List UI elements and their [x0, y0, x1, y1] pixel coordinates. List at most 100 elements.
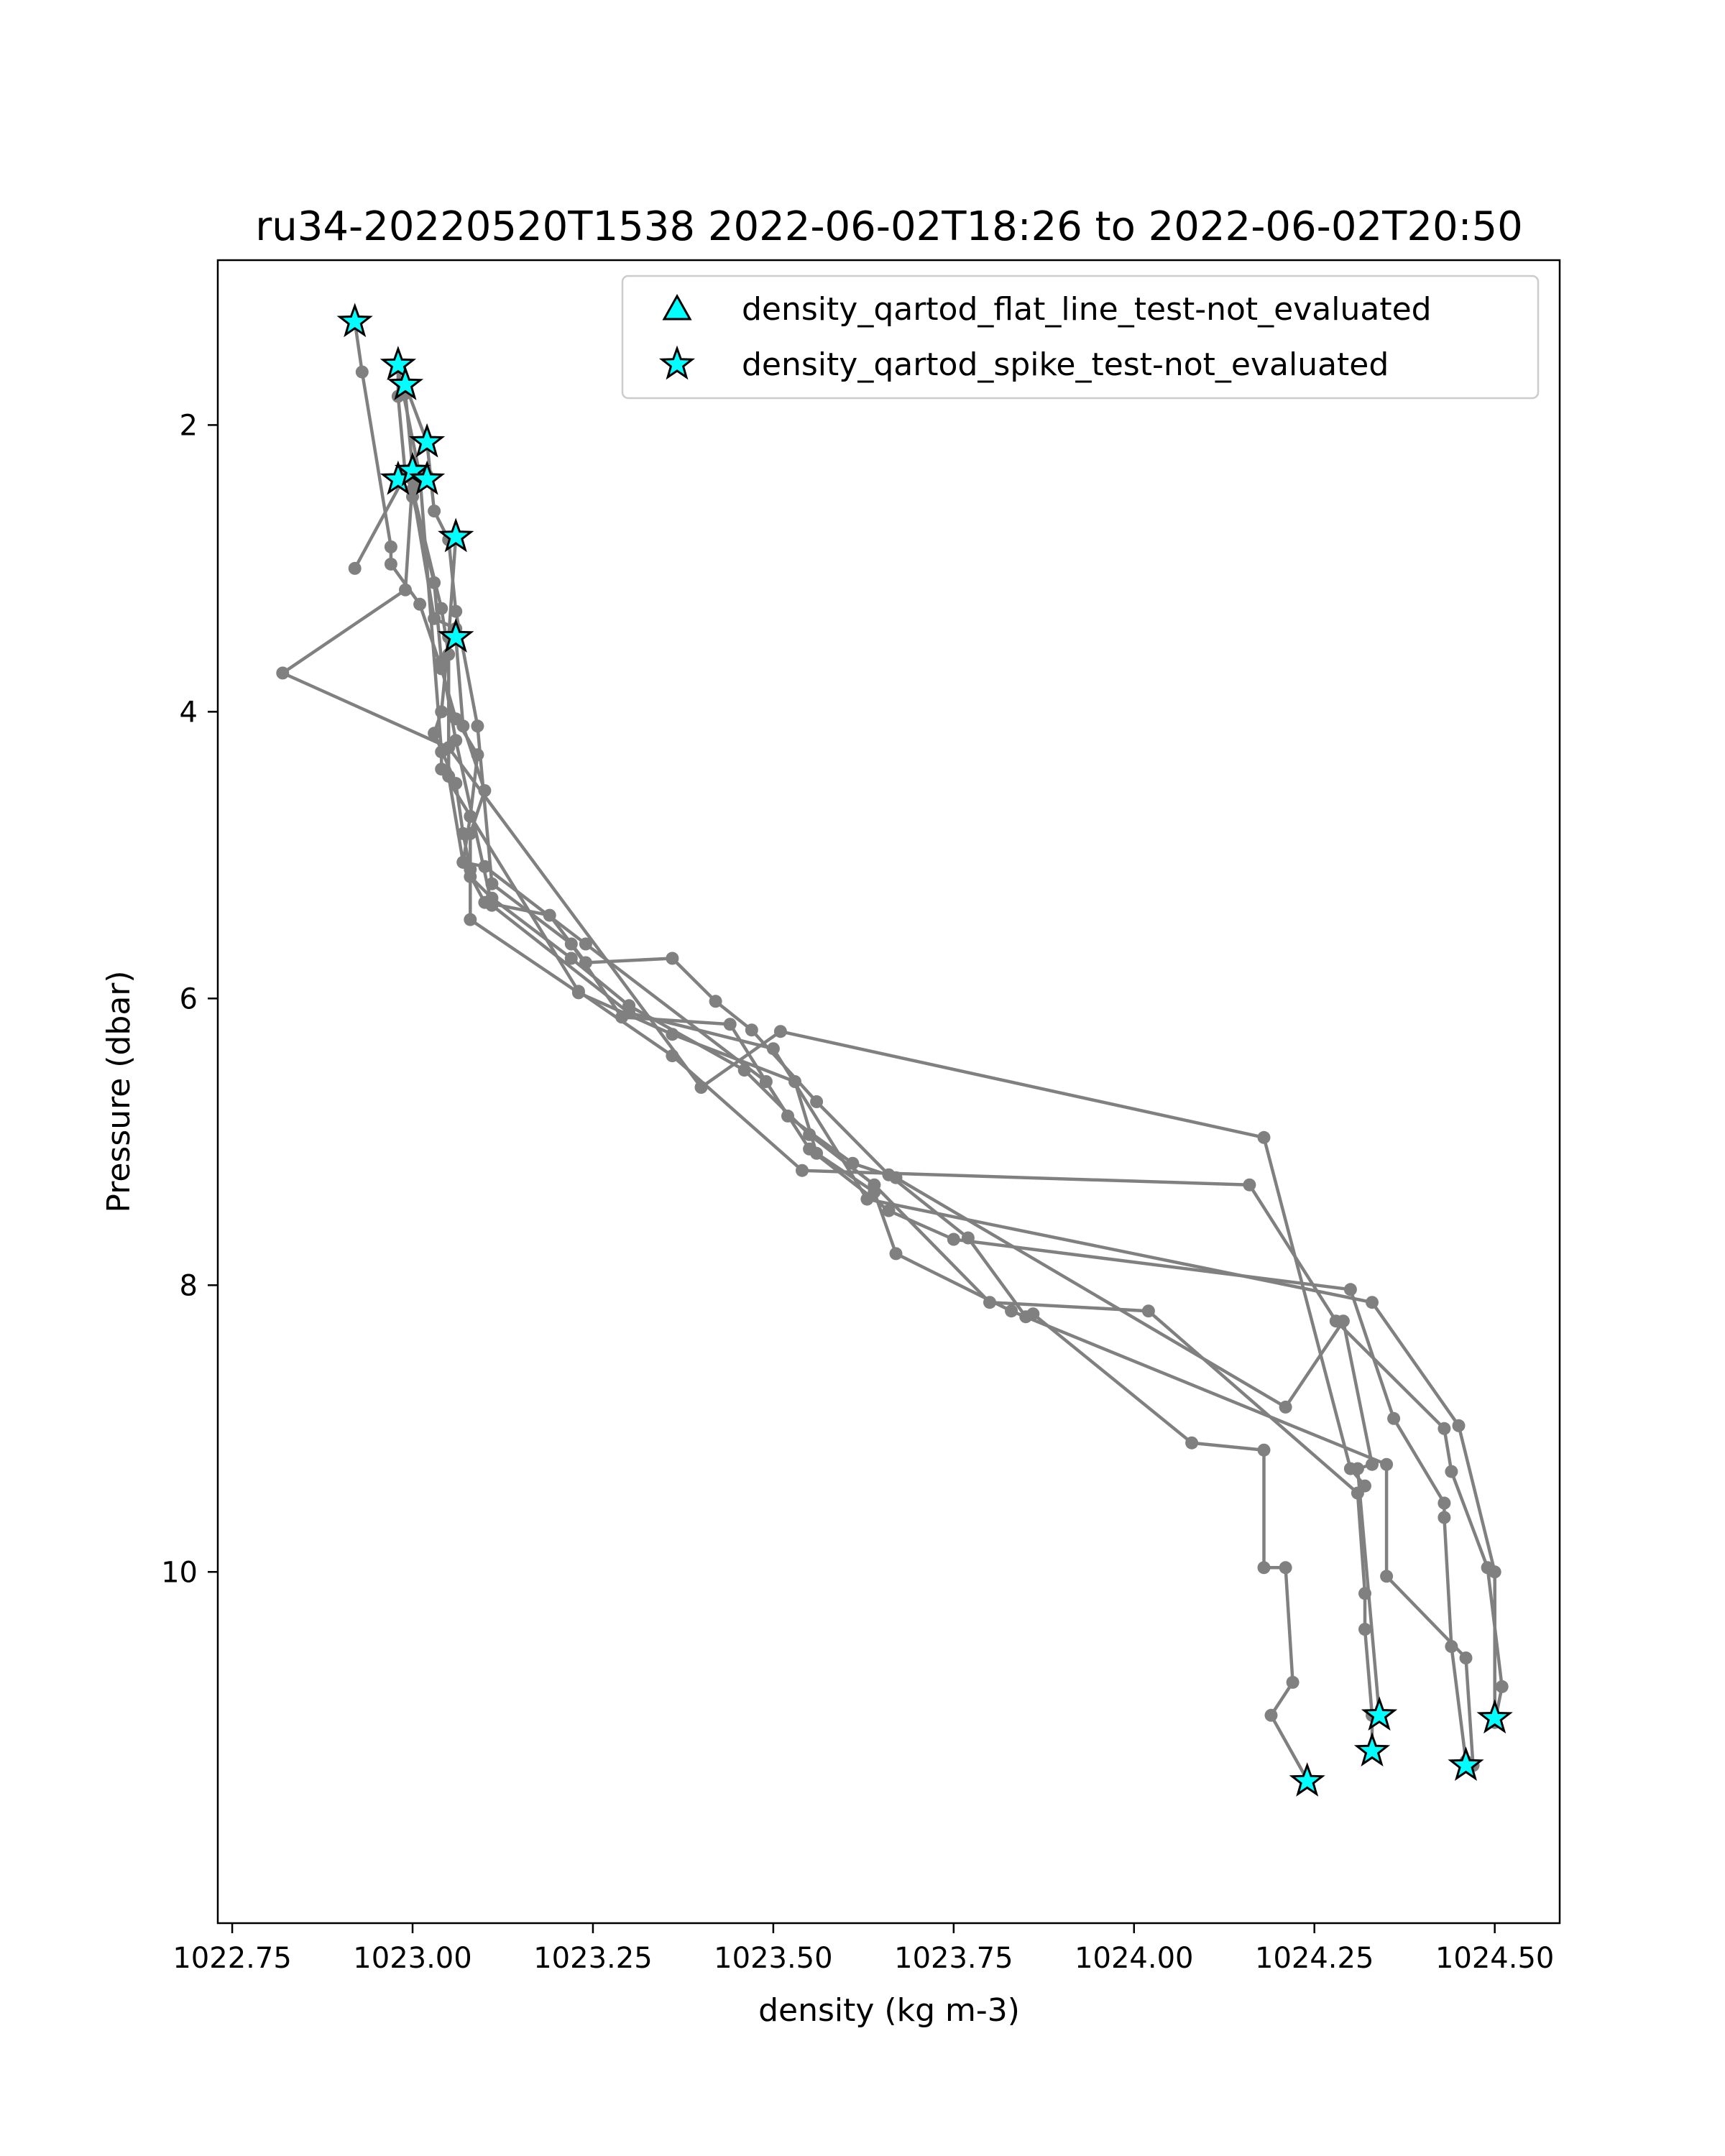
data-point	[449, 734, 463, 747]
data-point	[471, 748, 484, 762]
spike-test-markers	[336, 303, 1513, 1797]
data-point	[464, 913, 477, 926]
data-point	[1264, 1708, 1278, 1722]
data-point	[449, 777, 463, 791]
data-point	[485, 898, 499, 912]
data-point	[1279, 1400, 1292, 1414]
data-point	[464, 810, 477, 823]
data-point	[276, 666, 290, 680]
data-point	[709, 995, 722, 1008]
data-point	[579, 937, 592, 951]
legend-label: density_qartod_flat_line_test-not_evalua…	[742, 291, 1432, 328]
data-point	[1488, 1565, 1501, 1579]
data-point	[1257, 1561, 1271, 1575]
spike-test-marker	[1448, 1746, 1484, 1782]
data-point	[1279, 1561, 1292, 1575]
data-point	[889, 1247, 903, 1261]
data-point	[1380, 1570, 1394, 1583]
data-point	[1387, 1411, 1401, 1425]
data-point	[478, 784, 492, 798]
data-point	[1358, 1623, 1371, 1636]
x-axis-ticks: 1022.75 1023.00 1023.25 1023.50 1023.75 1024.…	[172, 1923, 1554, 1975]
data-point	[406, 490, 419, 504]
y-tick-label: 6	[180, 982, 198, 1015]
spike-test-marker	[408, 423, 446, 458]
x-tick-label: 1024.50	[1435, 1942, 1554, 1975]
data-point	[564, 937, 578, 951]
data-point	[882, 1204, 896, 1217]
data-point	[413, 597, 427, 611]
spike-test-marker	[438, 517, 474, 553]
data-point	[384, 557, 397, 571]
data-point	[1445, 1640, 1458, 1653]
data-point	[435, 602, 448, 615]
series-line	[353, 321, 1309, 1781]
data-point	[694, 1081, 708, 1094]
spike-test-marker	[394, 451, 431, 487]
spike-test-marker	[1361, 1696, 1398, 1731]
data-point	[1343, 1283, 1357, 1296]
data-point	[384, 540, 397, 553]
data-point	[961, 1231, 975, 1245]
data-point	[666, 952, 679, 965]
spike-test-marker	[1353, 1732, 1391, 1767]
data-point	[485, 877, 499, 890]
data-point	[1459, 1651, 1473, 1664]
data-point	[428, 576, 441, 589]
data-point	[456, 826, 470, 840]
data-point	[1445, 1465, 1458, 1478]
data-point	[449, 604, 463, 618]
x-tick-label: 1022.75	[172, 1942, 291, 1975]
data-point	[428, 505, 441, 518]
data-point	[571, 985, 585, 998]
data-point	[348, 561, 362, 575]
data-point	[579, 956, 592, 969]
data-point	[435, 655, 448, 668]
data-point	[666, 1049, 679, 1063]
data-point	[860, 1192, 874, 1206]
y-tick-label: 10	[161, 1556, 198, 1589]
series-line	[410, 496, 1496, 1723]
triangle-marker-icon	[662, 293, 692, 321]
y-axis-label: Pressure (dbar)	[101, 970, 137, 1212]
data-point	[1358, 1479, 1371, 1493]
spike-test-marker	[409, 460, 446, 495]
star-marker-icon	[658, 345, 696, 380]
data-point	[435, 705, 448, 719]
data-point	[1366, 1296, 1379, 1309]
x-tick-label: 1023.50	[714, 1942, 832, 1975]
data-point	[1257, 1443, 1271, 1457]
spike-test-marker	[1476, 1699, 1513, 1734]
data-point	[1358, 1587, 1371, 1600]
x-tick-label: 1023.75	[894, 1942, 1013, 1975]
data-point	[1438, 1511, 1451, 1524]
data-point	[781, 1109, 794, 1123]
x-tick-label: 1023.25	[533, 1942, 652, 1975]
data-point	[1243, 1178, 1256, 1192]
spike-test-marker	[387, 366, 424, 400]
legend-label: density_qartod_spike_test-not_evaluated	[742, 346, 1389, 383]
data-point	[766, 1042, 780, 1056]
data-point	[947, 1233, 960, 1246]
data-point	[456, 719, 470, 733]
data-point	[773, 1025, 787, 1038]
data-point	[889, 1171, 903, 1184]
data-point	[810, 1095, 824, 1108]
y-axis-ticks: 2 4 6 8 10	[161, 409, 218, 1589]
legend: density_qartod_flat_line_test-not_evalua…	[621, 275, 1540, 400]
legend-box	[621, 275, 1540, 400]
data-point	[478, 860, 492, 873]
y-tick-label: 4	[180, 696, 198, 729]
x-tick-label: 1024.00	[1075, 1942, 1193, 1975]
data-point	[471, 719, 484, 733]
data-point	[464, 862, 477, 876]
data-point	[1329, 1314, 1343, 1328]
data-point	[543, 908, 556, 922]
data-point	[428, 612, 441, 625]
data-point	[1495, 1680, 1509, 1693]
data-point	[1185, 1436, 1199, 1450]
data-point	[1026, 1307, 1040, 1321]
data-point	[846, 1156, 860, 1170]
data-point	[737, 1064, 751, 1077]
